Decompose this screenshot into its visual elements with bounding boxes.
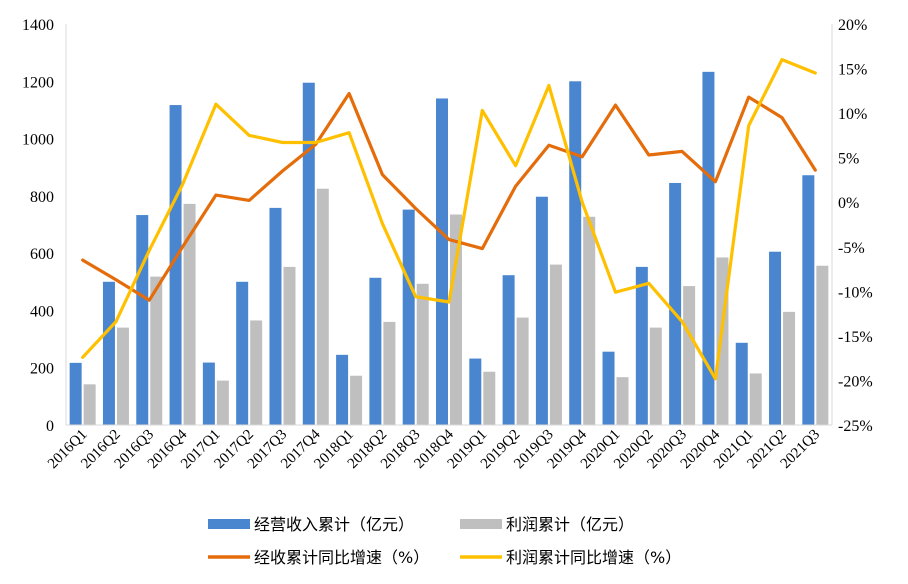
revenue-bar-2021Q2 (769, 251, 782, 425)
revenue-bar-2016Q4 (169, 105, 182, 425)
y-left-tick-label: 600 (30, 246, 54, 263)
revenue-bar-2018Q2 (369, 277, 382, 425)
revenue-bar-2019Q1 (469, 358, 482, 425)
profit-bar-2016Q3 (150, 276, 163, 425)
y-left-tick-label: 400 (30, 303, 54, 320)
y-left-tick-label: 800 (30, 189, 54, 206)
profit-bar-2021Q3 (816, 265, 829, 425)
revenue-bar-2017Q4 (302, 82, 315, 425)
y-right-tick-label: -5% (838, 240, 865, 257)
y-right-tick-label: -20% (838, 373, 873, 390)
profit-bar-2016Q2 (116, 327, 129, 425)
profit-bar-2017Q2 (250, 320, 263, 425)
bars-layer (69, 71, 829, 426)
profit-bar-2021Q1 (749, 373, 762, 425)
y-right-tick-label: 0% (838, 195, 859, 212)
revenue-bar-2016Q2 (102, 281, 115, 425)
profit-growth-line (81, 57, 817, 381)
y-left-tick-label: 0 (46, 418, 54, 435)
revenue-bar-2016Q3 (136, 215, 149, 425)
profit-bar-2017Q3 (283, 266, 296, 425)
y-right-tick-label: 5% (838, 151, 859, 168)
profit-bar-2020Q1 (616, 377, 629, 425)
y-right-tick-label: -15% (838, 329, 873, 346)
y-left-tick-label: 200 (30, 361, 54, 378)
profit-bar-2016Q1 (83, 384, 96, 425)
profit-bar-2019Q3 (549, 264, 562, 425)
lines-layer (81, 57, 817, 381)
profit-bar-2018Q4 (450, 214, 462, 425)
legend-label-3: 利润累计同比增速（%） (506, 548, 681, 567)
revenue-bar-2016Q1 (69, 362, 82, 425)
y-left-tick-label: 1200 (22, 74, 54, 91)
revenue-bar-2019Q3 (535, 196, 548, 425)
y-left-tick-label: 1400 (22, 17, 54, 34)
revenue-bar-2019Q2 (502, 275, 515, 425)
profit-bar-2019Q1 (483, 371, 496, 425)
profit-bar-2016Q4 (183, 203, 196, 425)
revenue-bar-2017Q1 (202, 362, 215, 425)
profit-bar-2018Q1 (350, 375, 363, 425)
y-right-tick-label: -25% (838, 418, 873, 435)
revenue-bar-2018Q4 (436, 98, 448, 425)
revenue-bar-2020Q2 (635, 266, 648, 425)
profit-bar-2018Q2 (383, 321, 396, 425)
legend-swatch-0 (208, 519, 250, 529)
y-right-tick-label: 10% (838, 106, 867, 123)
revenue-bar-2020Q4 (702, 71, 715, 426)
revenue-bar-2018Q3 (402, 209, 415, 425)
revenue-bar-2020Q3 (669, 182, 682, 425)
profit-bar-2018Q3 (416, 283, 429, 425)
y-right-tick-label: 20% (838, 17, 867, 34)
legend-label-2: 经收累计同比增速（%） (254, 548, 429, 567)
legend-swatch-1 (460, 519, 502, 529)
profit-bar-2019Q2 (516, 317, 529, 425)
profit-bar-2017Q4 (316, 188, 329, 425)
revenue-growth-line (81, 91, 817, 302)
revenue-bar-2018Q1 (336, 354, 349, 425)
y-right-tick-label: 15% (838, 62, 867, 79)
profit-bar-2019Q4 (583, 216, 596, 425)
revenue-bar-2017Q3 (269, 207, 282, 425)
revenue-bar-2019Q4 (569, 81, 582, 426)
legend-label-0: 经营收入累计（亿元） (254, 515, 414, 534)
revenue-bar-2017Q2 (236, 281, 249, 425)
legend: 经营收入累计（亿元） 利润累计（亿元） 经收累计同比增速（%） 利润累计同比增速（%） (208, 515, 681, 567)
revenue-bar-2021Q3 (802, 175, 815, 425)
y-left-tick-label: 1000 (22, 132, 54, 149)
profit-bar-2020Q3 (683, 286, 696, 425)
revenue-bar-2021Q1 (735, 342, 748, 425)
y-right-tick-label: -10% (838, 284, 873, 301)
legend-label-1: 利润累计（亿元） (506, 515, 634, 534)
profit-bar-2017Q1 (216, 380, 229, 425)
profit-bar-2020Q2 (649, 327, 662, 425)
profit-bar-2021Q2 (783, 311, 796, 425)
revenue-bar-2020Q1 (602, 351, 615, 425)
